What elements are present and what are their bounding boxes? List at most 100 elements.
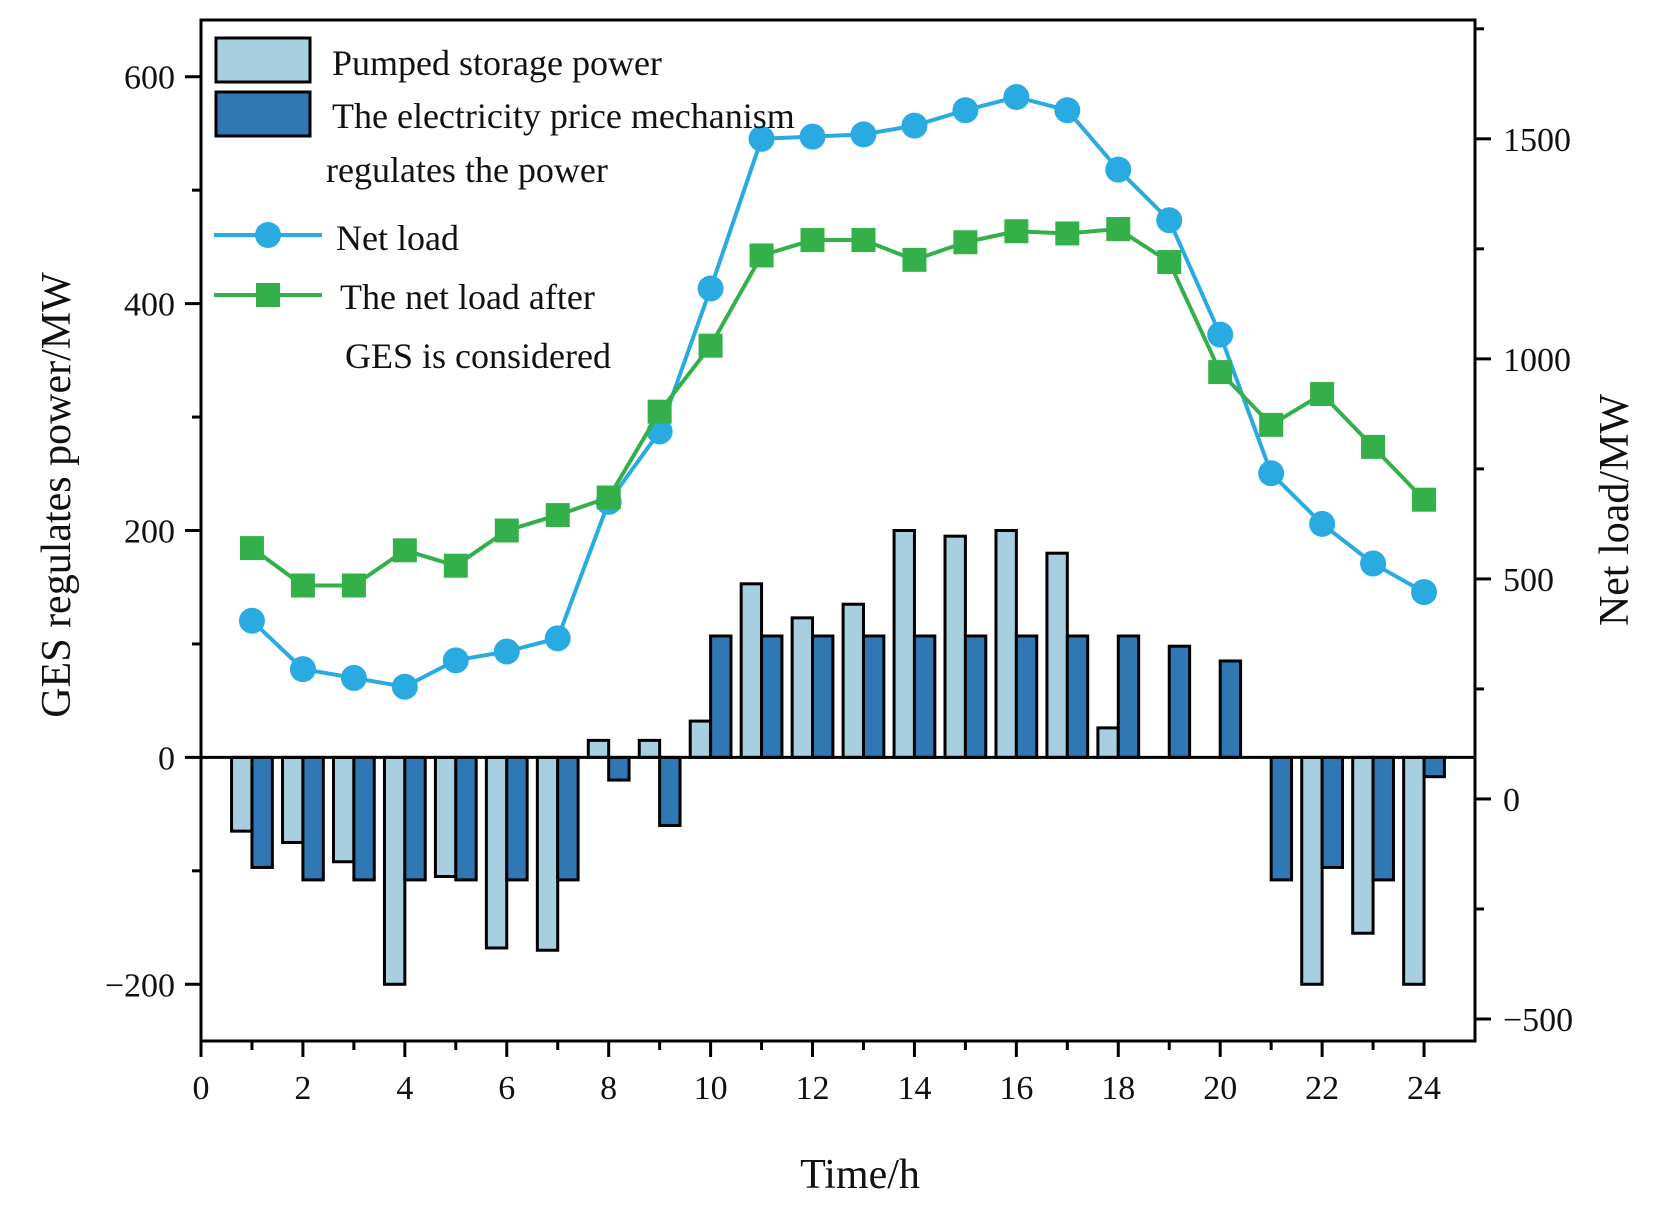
bar-price-mechanism: [1116, 634, 1141, 759]
bar-pumped-storage: [739, 582, 764, 759]
net-load-point: [289, 656, 316, 683]
bar-pumped-storage: [230, 755, 254, 833]
y-left-tick-label: 400: [124, 287, 175, 324]
bar-price-mechanism: [301, 755, 325, 882]
bar-pumped-storage: [688, 719, 713, 759]
net-load-ges-point: [443, 553, 468, 578]
bar-price-mechanism: [403, 755, 427, 882]
legend-label-net-load: Net load: [336, 218, 459, 258]
net-load-point: [901, 112, 928, 139]
bar-pumped-storage: [1300, 755, 1324, 986]
bar-pumped-storage: [535, 755, 560, 952]
bar-pumped-storage: [1402, 755, 1426, 986]
net-load-point: [1105, 156, 1132, 183]
bar-pumped-storage: [484, 755, 509, 950]
bar-pumped-storage: [433, 755, 458, 879]
x-tick-label: 6: [498, 1070, 515, 1107]
legend-label-pumped: Pumped storage power: [332, 43, 662, 83]
legend-swatch-pumped: [214, 36, 312, 84]
bar-price-mechanism: [912, 634, 937, 759]
net-load-ges-point: [800, 228, 825, 253]
net-load-point: [340, 664, 367, 691]
bar-pumped-storage: [943, 534, 967, 759]
bar-pumped-storage: [892, 529, 916, 759]
y-left-tick-label: 600: [124, 60, 175, 97]
bar-pumped-storage: [790, 616, 815, 759]
bar-price-mechanism: [505, 755, 529, 882]
net-load-point: [1207, 321, 1234, 348]
x-tick-label: 2: [294, 1070, 311, 1107]
x-tick-label: 14: [897, 1070, 931, 1107]
net-load-point: [1360, 550, 1387, 577]
net-load-ges-point: [545, 503, 570, 528]
net-load-point: [442, 647, 469, 674]
y-right-tick-label: 1000: [1503, 342, 1571, 379]
net-load-ges-point: [698, 333, 723, 358]
x-tick-label: 4: [396, 1070, 413, 1107]
net-load-point: [697, 275, 724, 302]
net-load-point: [391, 673, 418, 700]
bar-price-mechanism: [1422, 755, 1446, 779]
bar-pumped-storage: [331, 755, 356, 864]
legend-label-net-ges-line2: GES is considered: [345, 336, 611, 376]
net-load-ges-point: [953, 230, 978, 255]
net-load-ges-point: [596, 485, 621, 510]
bar-pumped-storage: [1045, 551, 1069, 759]
x-tick-label: 10: [694, 1070, 728, 1107]
y-left-axis-title: GES regulates power/MW: [34, 272, 80, 718]
bar-price-mechanism: [607, 755, 631, 782]
net-load-ges-point: [494, 518, 519, 543]
net-load-ges-point: [290, 573, 315, 598]
net-load-point: [238, 607, 265, 634]
legend-marker-net-ges: [256, 283, 280, 307]
bar-price-mechanism: [760, 634, 784, 759]
net-load-ges-point: [1208, 360, 1233, 385]
x-tick-label: 18: [1101, 1070, 1135, 1107]
bar-pumped-storage: [841, 602, 865, 759]
net-load-point: [1156, 207, 1183, 234]
net-load-ges-point: [851, 228, 876, 253]
bar-pumped-storage: [1351, 755, 1375, 935]
net-load-ges-point: [647, 399, 672, 424]
net-load-point: [799, 123, 826, 150]
bar-price-mechanism: [1269, 755, 1294, 882]
net-load-ges-point: [392, 538, 417, 563]
x-tick-label: 8: [600, 1070, 617, 1107]
bar-price-mechanism: [1167, 644, 1192, 759]
bar-price-mechanism: [250, 755, 274, 869]
net-load-ges-point: [1157, 250, 1182, 275]
bar-price-mechanism: [454, 755, 478, 882]
net-load-point: [952, 97, 979, 124]
y-left-tick-label: −200: [105, 967, 175, 1004]
net-load-point: [1054, 97, 1081, 124]
x-tick-label: 20: [1203, 1070, 1237, 1107]
bar-pumped-storage: [382, 755, 407, 986]
y-right-tick-label: 1500: [1503, 122, 1571, 159]
legend-label-net-ges-line1: The net load after: [340, 277, 595, 317]
bar-price-mechanism: [556, 755, 580, 882]
bar-pumped-storage: [994, 529, 1018, 759]
net-load-point: [493, 638, 520, 665]
net-load-ges-point: [1412, 487, 1437, 512]
net-load-ges-point: [1106, 217, 1131, 242]
net-load-ges-point: [1004, 219, 1029, 244]
net-load-point: [1258, 460, 1285, 487]
legend: Pumped storage power The electricity pri…: [214, 36, 795, 376]
bar-price-mechanism: [811, 634, 835, 759]
legend-marker-net-load: [255, 222, 281, 248]
y-right-axis-title: Net load/MW: [1592, 394, 1638, 626]
net-load-ges-point: [341, 573, 366, 598]
legend-label-price-line1: The electricity price mechanism: [332, 96, 795, 136]
net-load-ges-point: [1055, 221, 1080, 246]
legend-swatch-price: [214, 90, 312, 138]
bar-price-mechanism: [352, 755, 376, 882]
x-tick-label: 0: [193, 1070, 210, 1107]
net-load-ges-point: [749, 243, 774, 268]
net-load-point: [748, 125, 775, 152]
net-load-ges-point: [1310, 382, 1335, 407]
bar-price-mechanism: [1371, 755, 1395, 882]
net-load-point: [850, 121, 877, 148]
bar-price-mechanism: [1320, 755, 1345, 869]
x-tick-label: 16: [999, 1070, 1033, 1107]
